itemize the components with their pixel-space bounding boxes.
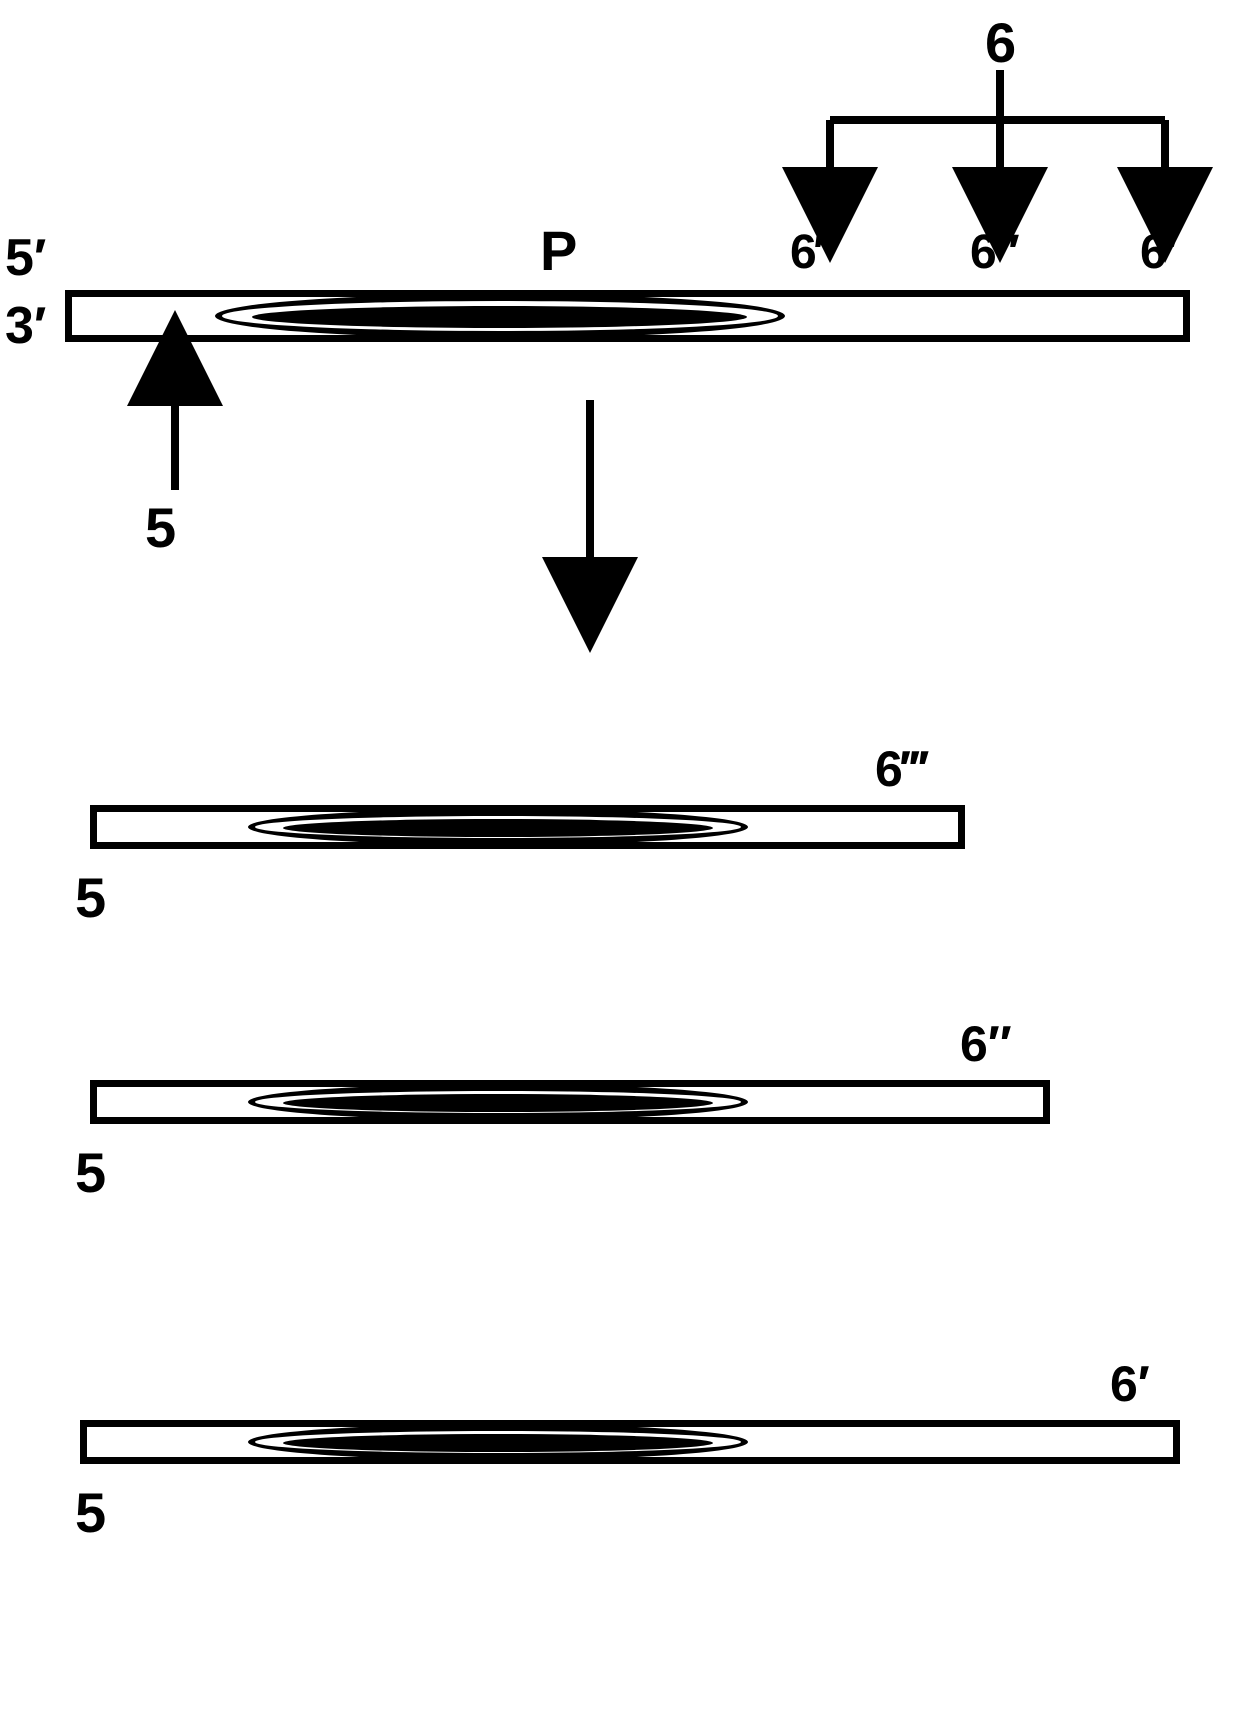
label-6-prime-bar4: 6′ [1110,1355,1150,1413]
label-5-bar3: 5 [75,1140,106,1205]
label-5-bar4: 5 [75,1480,106,1545]
label-6-double-bar3: 6″ [960,1015,1012,1073]
bar-3-ellipse-inner [283,1094,713,1112]
bar-4-ellipse-inner [283,1434,713,1452]
label-6-triple-bar2: 6‴ [875,740,927,798]
bar-2-ellipse-inner [283,819,713,837]
arrow-center-down [0,0,1240,700]
label-5-bar2: 5 [75,865,106,930]
diagram-canvas: 6 6‴ 6″ 6′ P 5′ 3′ 5 [0,0,1240,1736]
